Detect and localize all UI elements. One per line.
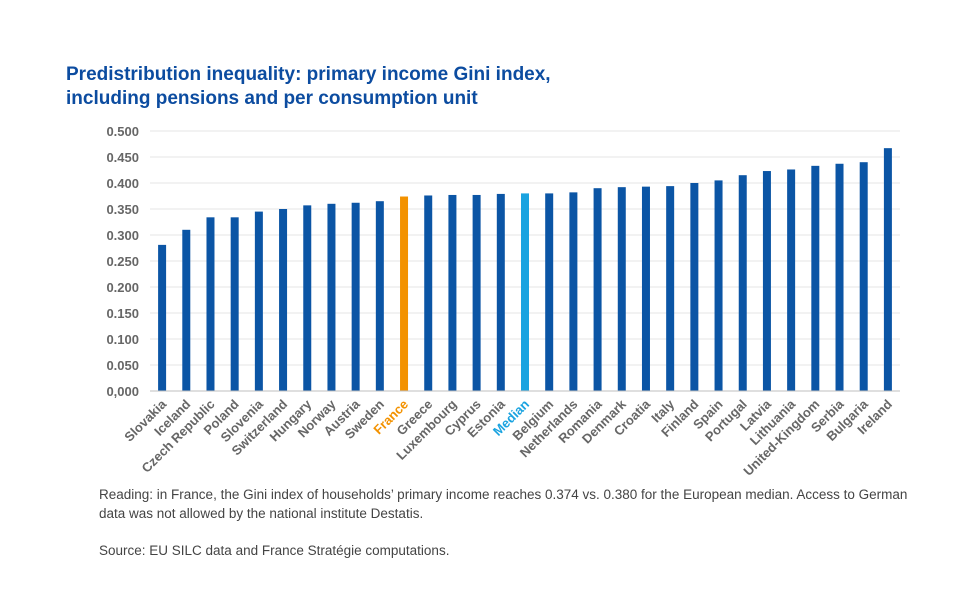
bar-denmark xyxy=(617,187,626,391)
bar-czech-republic xyxy=(206,217,215,391)
y-tick-label: 0.500 xyxy=(106,124,139,139)
source-note: Source: EU SILC data and France Stratégi… xyxy=(99,543,450,558)
bar-median xyxy=(521,193,529,391)
bar-belgium xyxy=(545,193,554,391)
y-tick-label: 0.150 xyxy=(106,306,139,321)
chart-title: Predistribution inequality: primary inco… xyxy=(66,63,766,111)
bar-cyprus xyxy=(472,194,481,391)
bar-luxembourg xyxy=(448,194,457,391)
chart-title-line-2: including pensions and per consumption u… xyxy=(66,88,478,109)
bar-croatia xyxy=(641,186,650,391)
bar-serbia xyxy=(835,163,844,391)
bar-france xyxy=(400,196,409,391)
chart-notes: Reading: in France, the Gini index of ho… xyxy=(99,485,919,560)
bar-ireland xyxy=(883,148,892,391)
bar-portugal xyxy=(738,175,747,391)
y-axis-ticks: 0.500 0.450 0.400 0.350 0.300 0.250 0.200 0.150… xyxy=(106,124,139,399)
bar-hungary xyxy=(303,205,312,391)
bar-latvia xyxy=(762,171,771,391)
y-tick-label: 0.300 xyxy=(106,228,139,243)
bar-switzerland xyxy=(279,209,288,391)
bar-slovakia xyxy=(158,244,167,391)
y-tick-label: 0.100 xyxy=(106,332,139,347)
y-tick-label: 0.250 xyxy=(106,254,139,269)
bar-netherlands xyxy=(569,192,578,391)
bar-lithuania xyxy=(787,169,796,391)
bar-norway xyxy=(327,203,336,391)
bar-poland xyxy=(230,217,239,391)
bar-italy xyxy=(666,186,675,391)
bar-greece xyxy=(424,195,433,391)
y-tick-label: 0.050 xyxy=(106,358,139,373)
y-tick-label: 0.200 xyxy=(106,280,139,295)
bar-iceland xyxy=(182,229,191,391)
bar-chart: 0.500 0.450 0.400 0.350 0.300 0.250 0.200 0.150… xyxy=(106,124,900,479)
bar-austria xyxy=(351,202,360,391)
y-tick-label: 0,000 xyxy=(106,384,139,399)
bar-slovenia xyxy=(254,211,263,391)
y-tick-label: 0.450 xyxy=(106,150,139,165)
bars xyxy=(158,148,892,391)
reading-note: Reading: in France, the Gini index of ho… xyxy=(99,487,908,521)
bar-bulgaria xyxy=(859,162,868,391)
bar-spain xyxy=(714,180,723,391)
y-tick-label: 0.350 xyxy=(106,202,139,217)
bar-united-kingdom xyxy=(811,165,820,391)
bar-sweden xyxy=(375,201,384,391)
chart-title-line-1: Predistribution inequality: primary inco… xyxy=(66,64,551,85)
y-tick-label: 0.400 xyxy=(106,176,139,191)
bar-finland xyxy=(690,183,699,391)
bar-estonia xyxy=(496,193,505,391)
bar-romania xyxy=(593,188,602,391)
